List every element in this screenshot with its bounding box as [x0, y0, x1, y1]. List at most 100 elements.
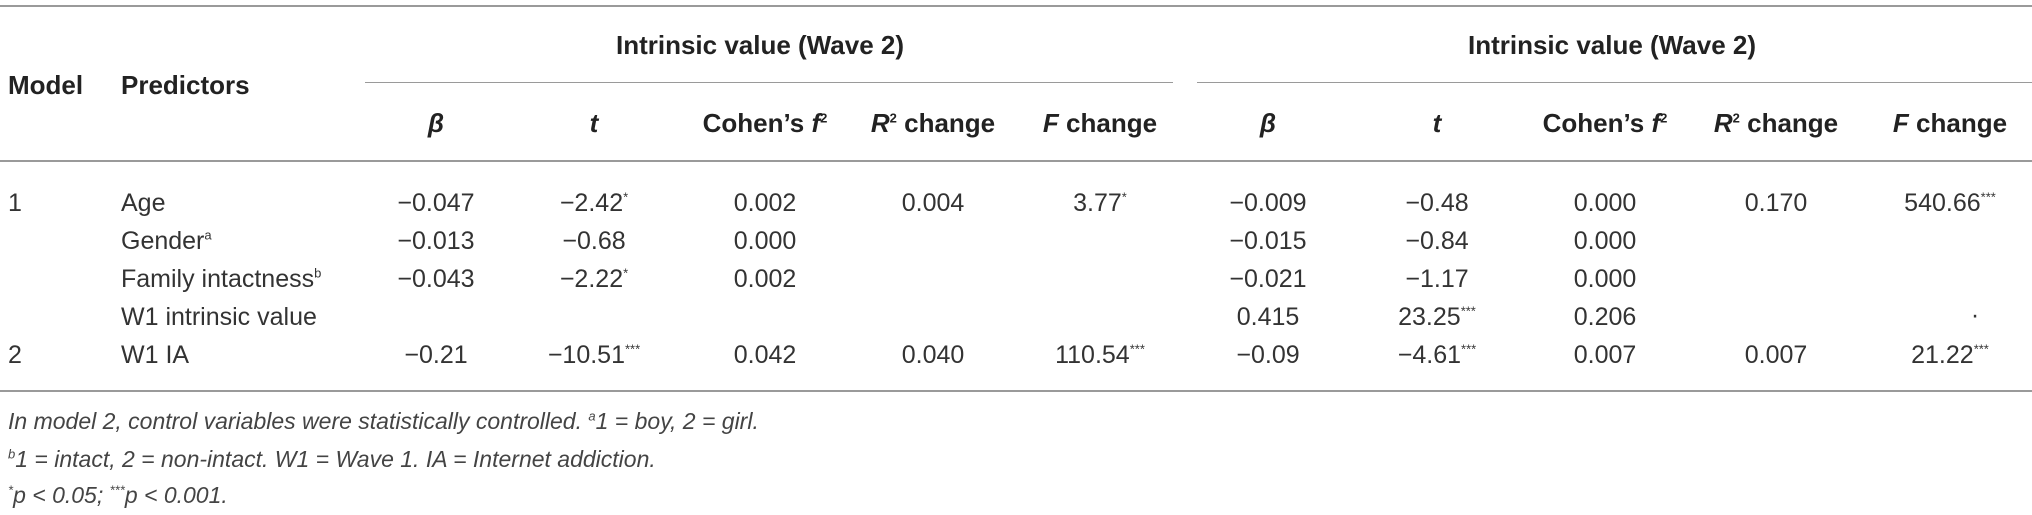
note-3-text-1: p < 0.05; — [13, 482, 110, 508]
predictor-label: W1 IA — [121, 341, 190, 369]
f-change-label: change — [1066, 108, 1158, 138]
note-1-text: In model 2, control variables were stati… — [8, 408, 589, 434]
header-group-right: Intrinsic value (Wave 2) — [1467, 30, 1757, 60]
header-cohens-left: Cohen’s f2 — [703, 108, 828, 138]
cell-cohens-left: 0.002 — [733, 265, 797, 293]
header-fchange-left: F change — [1043, 108, 1157, 138]
cell-rchange-left: 0.040 — [901, 341, 965, 369]
cell-rchange-right: 0.007 — [1744, 341, 1808, 369]
predictor-label: Gender — [121, 227, 205, 255]
cell-predictor: Family intactnessb — [121, 264, 321, 294]
header-cohens-right: Cohen’s f2 — [1543, 108, 1668, 138]
f-value: 3.77 — [1073, 189, 1122, 217]
cell-cohens-right: 0.000 — [1573, 265, 1637, 293]
header-beta-left: β — [427, 108, 445, 138]
t-sig: *** — [624, 341, 641, 357]
t-sig: *** — [1461, 341, 1477, 357]
r-letter: R — [1713, 108, 1733, 138]
f-value: 540.66 — [1904, 189, 1981, 217]
cell-fchange-right: · — [1970, 301, 1980, 329]
cell-cohens-left: 0.042 — [733, 341, 797, 369]
cell-cohens-left: 0.002 — [733, 189, 797, 217]
t-value: −10.51 — [547, 341, 625, 369]
cohens-label: Cohen’s — [702, 108, 805, 138]
cell-beta-right: −0.009 — [1229, 189, 1307, 217]
note-2-sup: b — [8, 446, 16, 462]
f-letter: F — [1892, 108, 1909, 138]
body-bottom-rule — [0, 390, 2032, 392]
cohens-sup: 2 — [820, 110, 828, 126]
cell-model: 1 — [8, 189, 22, 217]
cohens-f-letter: f — [811, 108, 821, 138]
cell-beta-left: −0.013 — [397, 227, 475, 255]
cell-beta-left: −0.21 — [404, 341, 468, 369]
left-group-underline — [365, 82, 1173, 83]
t-sig: *** — [1460, 303, 1476, 319]
header-fchange-right: F change — [1893, 108, 2007, 138]
header-group-left: Intrinsic value (Wave 2) — [615, 30, 905, 60]
predictor-footnote: a — [204, 227, 212, 243]
r-sup: 2 — [1732, 110, 1740, 126]
table-note-1: In model 2, control variables were stati… — [8, 408, 759, 435]
right-group-underline — [1197, 82, 2032, 83]
header-predictors: Predictors — [121, 70, 250, 100]
predictor-footnote: b — [314, 265, 322, 281]
cell-t-left: −2.42* — [560, 188, 628, 218]
cohens-label: Cohen’s — [1542, 108, 1645, 138]
cell-fchange-left: 3.77* — [1073, 188, 1127, 218]
r-change-label: change — [1747, 108, 1839, 138]
f-sig: *** — [1129, 341, 1145, 357]
cell-beta-left: −0.047 — [397, 189, 475, 217]
cell-fchange-right: 540.66*** — [1904, 188, 1996, 218]
top-rule — [0, 5, 2032, 7]
note-1-sup: a — [588, 408, 596, 424]
cell-predictor: W1 IA — [121, 340, 189, 370]
t-value: −1.17 — [1405, 265, 1469, 293]
t-value: 23.25 — [1398, 303, 1461, 331]
cell-cohens-right: 0.007 — [1573, 341, 1637, 369]
cell-predictor: Age — [121, 188, 165, 218]
header-rchange-left: R2 change — [871, 108, 995, 138]
r-letter: R — [870, 108, 890, 138]
cell-beta-right: −0.021 — [1229, 265, 1307, 293]
f-letter: F — [1042, 108, 1059, 138]
header-bottom-rule — [0, 160, 2032, 162]
cell-rchange-left: 0.004 — [901, 189, 965, 217]
f-change-label: change — [1916, 108, 2008, 138]
header-model: Model — [8, 70, 84, 100]
cell-beta-right: −0.015 — [1229, 227, 1307, 255]
r-change-label: change — [904, 108, 996, 138]
cell-beta-right: −0.09 — [1236, 341, 1300, 369]
t-value: −0.84 — [1405, 227, 1469, 255]
note-3-sup-2: *** — [109, 482, 125, 498]
cell-fchange-left: 110.54*** — [1055, 340, 1145, 370]
header-t-right: t — [1432, 108, 1442, 138]
predictor-label: Family intactness — [121, 265, 315, 293]
header-t-left: t — [589, 108, 599, 138]
cell-cohens-right: 0.000 — [1573, 227, 1637, 255]
predictor-label: W1 intrinsic value — [121, 303, 317, 331]
cell-predictor: Gendera — [121, 226, 212, 256]
f-sig: *** — [1973, 341, 1989, 357]
cohens-sup: 2 — [1660, 110, 1668, 126]
cell-predictor: W1 intrinsic value — [121, 302, 317, 332]
cell-model: 2 — [8, 341, 22, 369]
cell-fchange-right: 21.22*** — [1911, 340, 1989, 370]
predictor-label: Age — [121, 189, 166, 217]
cell-t-right: −4.61*** — [1398, 340, 1476, 370]
t-value: −2.42 — [559, 189, 624, 217]
cell-t-right: −0.84 — [1405, 226, 1468, 256]
note-1-rest: 1 = boy, 2 = girl. — [595, 408, 759, 434]
t-value: −4.61 — [1397, 341, 1462, 369]
r-sup: 2 — [889, 110, 897, 126]
cell-t-left: −10.51*** — [548, 340, 640, 370]
header-beta-right: β — [1259, 108, 1277, 138]
cell-beta-left: −0.043 — [397, 265, 475, 293]
cell-t-left: −0.68 — [562, 226, 625, 256]
cell-beta-right: 0.415 — [1236, 303, 1300, 331]
table-note-2: b1 = intact, 2 = non-intact. W1 = Wave 1… — [8, 446, 656, 473]
note-2-text: 1 = intact, 2 = non-intact. W1 = Wave 1.… — [15, 446, 656, 472]
cell-cohens-right: 0.206 — [1573, 303, 1637, 331]
header-rchange-right: R2 change — [1714, 108, 1838, 138]
